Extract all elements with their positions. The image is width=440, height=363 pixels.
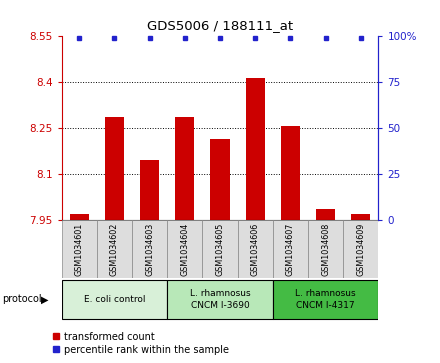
Legend: transformed count, percentile rank within the sample: transformed count, percentile rank withi… [49,328,233,359]
FancyBboxPatch shape [62,280,167,319]
Text: E. coli control: E. coli control [84,295,145,304]
Text: GSM1034603: GSM1034603 [145,223,154,276]
Bar [246,78,265,220]
Text: L. rhamnosus
CNCM I-3690: L. rhamnosus CNCM I-3690 [190,289,250,310]
FancyBboxPatch shape [238,220,273,278]
Title: GDS5006 / 188111_at: GDS5006 / 188111_at [147,19,293,32]
FancyBboxPatch shape [132,220,167,278]
Text: GSM1034609: GSM1034609 [356,223,365,276]
Bar [351,213,370,220]
Bar [140,160,159,220]
Bar [105,117,124,220]
Text: ▶: ▶ [41,294,48,305]
Text: GSM1034601: GSM1034601 [75,223,84,276]
FancyBboxPatch shape [343,220,378,278]
FancyBboxPatch shape [308,220,343,278]
FancyBboxPatch shape [62,220,97,278]
Text: protocol: protocol [2,294,42,305]
Bar [70,213,89,220]
Bar [175,117,194,220]
FancyBboxPatch shape [97,220,132,278]
Bar [316,209,335,220]
FancyBboxPatch shape [273,280,378,319]
FancyBboxPatch shape [202,220,238,278]
FancyBboxPatch shape [167,220,202,278]
Bar [210,139,230,220]
Text: GSM1034608: GSM1034608 [321,223,330,276]
Text: L. rhamnosus
CNCM I-4317: L. rhamnosus CNCM I-4317 [295,289,356,310]
Bar [281,126,300,220]
Text: GSM1034602: GSM1034602 [110,223,119,276]
FancyBboxPatch shape [167,280,273,319]
Text: GSM1034607: GSM1034607 [286,223,295,276]
FancyBboxPatch shape [273,220,308,278]
Text: GSM1034606: GSM1034606 [251,223,260,276]
Text: GSM1034604: GSM1034604 [180,223,189,276]
Text: GSM1034605: GSM1034605 [216,223,224,276]
